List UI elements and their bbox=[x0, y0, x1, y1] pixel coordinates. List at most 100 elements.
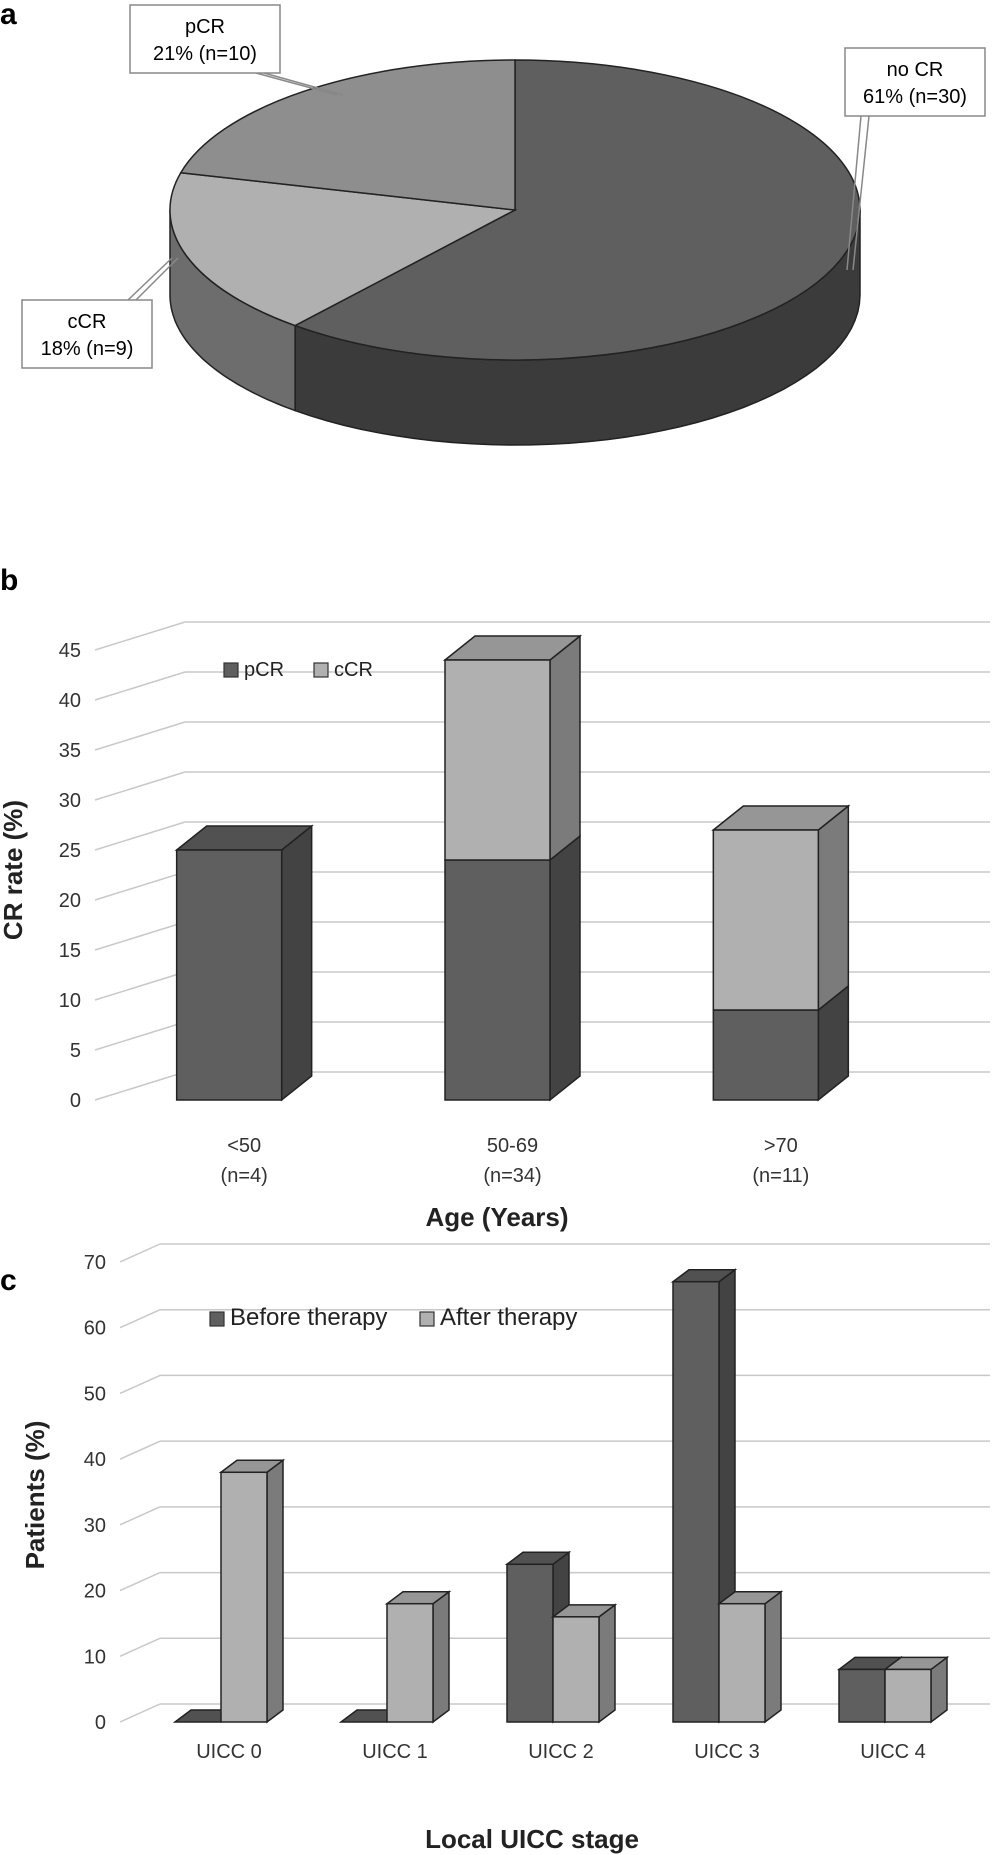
y-tick-label-40: 40 bbox=[59, 690, 81, 712]
gridline-diagonal-15 bbox=[94, 921, 186, 951]
pie-slice-ccr bbox=[169, 171, 518, 327]
y-tick-label-45: 45 bbox=[59, 640, 81, 662]
pie-leader-pcr-2 bbox=[263, 72, 344, 96]
gridline-diagonal-60 bbox=[119, 1309, 161, 1329]
x-tick-sublabel-50-69: (n=34) bbox=[483, 1165, 541, 1187]
gridline-diagonal-30 bbox=[119, 1506, 161, 1526]
y-tick-label-15: 15 bbox=[59, 940, 81, 962]
bar-50-pcr bbox=[175, 849, 283, 1101]
bar-uicc-1-after-therapy bbox=[386, 1602, 434, 1723]
bar-uicc-3-after-therapy bbox=[718, 1602, 766, 1723]
pie-label-box-no-cr bbox=[844, 47, 986, 117]
y-axis-title: Patients (%) bbox=[20, 1421, 50, 1570]
panel-b-letter: b bbox=[0, 564, 18, 597]
gridline-diagonal-10 bbox=[119, 1637, 161, 1657]
bar-uicc-2-after-therapy bbox=[552, 1616, 600, 1723]
bar-uicc-2-before-therapy bbox=[506, 1563, 554, 1723]
y-tick-label-35: 35 bbox=[59, 740, 81, 762]
pie-label-pcr-name: pCR bbox=[185, 16, 225, 38]
y-tick-label-50: 50 bbox=[84, 1383, 106, 1405]
y-tick-label-10: 10 bbox=[84, 1646, 106, 1668]
legend-label-pcr: pCR bbox=[244, 659, 284, 681]
bar-uicc-3-before-therapy bbox=[672, 1280, 720, 1723]
bar-uicc-4-after-therapy bbox=[884, 1668, 932, 1723]
gridline-diagonal-20 bbox=[119, 1571, 161, 1592]
pie-label-box-ccr bbox=[21, 299, 153, 369]
pie-slice-no-cr bbox=[293, 59, 861, 361]
y-tick-label-20: 20 bbox=[59, 890, 81, 912]
gridline-diagonal-70 bbox=[119, 1243, 161, 1263]
pie-slice-pcr bbox=[179, 59, 516, 211]
bar-70-pcr bbox=[712, 1009, 820, 1101]
gridline-diagonal-25 bbox=[94, 821, 186, 851]
gridline-diagonal-35 bbox=[94, 721, 186, 751]
gridline-diagonal-30 bbox=[94, 771, 186, 801]
x-tick-label-uicc-3: UICC 3 bbox=[694, 1741, 760, 1763]
x-tick-label-uicc-0: UICC 0 bbox=[196, 1741, 262, 1763]
bar-uicc-4-before-therapy bbox=[838, 1668, 886, 1723]
legend-label-before-therapy: Before therapy bbox=[230, 1304, 387, 1331]
y-tick-label-25: 25 bbox=[59, 840, 81, 862]
gridline-diagonal-40 bbox=[94, 671, 186, 701]
panel-a-letter: a bbox=[0, 0, 17, 31]
y-tick-label-0: 0 bbox=[95, 1712, 106, 1734]
y-tick-label-10: 10 bbox=[59, 990, 81, 1012]
bar-uicc-3-after-therapy-side bbox=[764, 1590, 782, 1724]
x-tick-label-uicc-4: UICC 4 bbox=[860, 1741, 926, 1763]
gridline-diagonal-0 bbox=[94, 1071, 186, 1101]
y-tick-label-30: 30 bbox=[84, 1515, 106, 1537]
gridline-diagonal-50 bbox=[119, 1374, 161, 1395]
bar-50-69-pcr-side bbox=[549, 834, 581, 1102]
gridline-diagonal-5 bbox=[94, 1021, 186, 1051]
pie-leader-pcr bbox=[255, 72, 338, 96]
x-tick-sublabel-70: (n=11) bbox=[752, 1165, 809, 1187]
y-tick-label-20: 20 bbox=[84, 1581, 106, 1603]
legend-swatch-ccr bbox=[313, 662, 329, 678]
x-tick-sublabel-50: (n=4) bbox=[221, 1165, 268, 1187]
x-axis-title: Age (Years) bbox=[425, 1202, 568, 1232]
x-axis-title: Local UICC stage bbox=[425, 1824, 639, 1854]
y-tick-label-40: 40 bbox=[84, 1449, 106, 1471]
x-tick-label-50: <50 bbox=[227, 1135, 261, 1157]
stacked-bar-chart-age: 0 5 10 15 20 25 30 35 40 45 <50 (n=4) 50-69 (n=34) >70… bbox=[0, 621, 990, 1232]
pie-leader-no-cr bbox=[846, 115, 862, 271]
pie-label-no-cr-value: 61% (n=30) bbox=[863, 86, 967, 108]
bar-50-pcr-side bbox=[280, 824, 313, 1102]
legend-swatch-pcr bbox=[223, 662, 239, 678]
pie-label-pcr-value: 21% (n=10) bbox=[153, 43, 257, 65]
pie-label-ccr-name: cCR bbox=[68, 311, 107, 333]
pie-leader-ccr-2 bbox=[135, 257, 179, 301]
gridline-diagonal-40 bbox=[119, 1440, 161, 1460]
gridline-diagonal-0 bbox=[119, 1703, 161, 1723]
x-tick-label-70: >70 bbox=[764, 1135, 798, 1157]
gridline-diagonal-10 bbox=[94, 971, 186, 1001]
bar-uicc-0-after-therapy-side bbox=[266, 1458, 284, 1724]
legend-label-ccr: cCR bbox=[334, 659, 373, 681]
y-tick-label-0: 0 bbox=[70, 1090, 81, 1112]
gridline-diagonal-20 bbox=[94, 871, 186, 901]
bar-50-69-pcr bbox=[444, 859, 551, 1101]
bar-chart-uicc-stage: 0 10 20 30 40 50 60 70 UICC 0 UICC 1 UICC 2 UICC 3 U… bbox=[20, 1243, 990, 1854]
pie-chart: no CR 61% (n=30) cCR 18% (n=9) pCR 21% (n=10) bbox=[21, 4, 986, 446]
bar-uicc-2-after-therapy-side bbox=[598, 1603, 616, 1724]
bar-50-69-ccr-side bbox=[549, 634, 581, 862]
pie-leader-no-cr-2 bbox=[852, 115, 870, 271]
y-tick-label-30: 30 bbox=[59, 790, 81, 812]
bar-uicc-0-after-therapy bbox=[220, 1471, 268, 1723]
panel-c-letter: c bbox=[0, 1264, 17, 1297]
bar-50-69-ccr bbox=[444, 659, 551, 861]
y-tick-label-60: 60 bbox=[84, 1318, 106, 1340]
y-axis-title: CR rate (%) bbox=[0, 800, 28, 940]
pie-leader-ccr bbox=[127, 257, 173, 301]
x-tick-label-uicc-1: UICC 1 bbox=[362, 1741, 428, 1763]
y-tick-label-5: 5 bbox=[70, 1040, 81, 1062]
x-tick-label-50-69: 50-69 bbox=[487, 1135, 538, 1157]
bar-uicc-1-after-therapy-side bbox=[432, 1590, 450, 1724]
bar-70-ccr-side bbox=[817, 804, 850, 1012]
legend-swatch-after-therapy bbox=[419, 1311, 435, 1327]
bar-70-ccr bbox=[712, 829, 820, 1011]
pie-label-box-pcr bbox=[129, 4, 281, 74]
y-tick-label-70: 70 bbox=[84, 1252, 106, 1274]
legend-swatch-before-therapy bbox=[209, 1311, 225, 1327]
